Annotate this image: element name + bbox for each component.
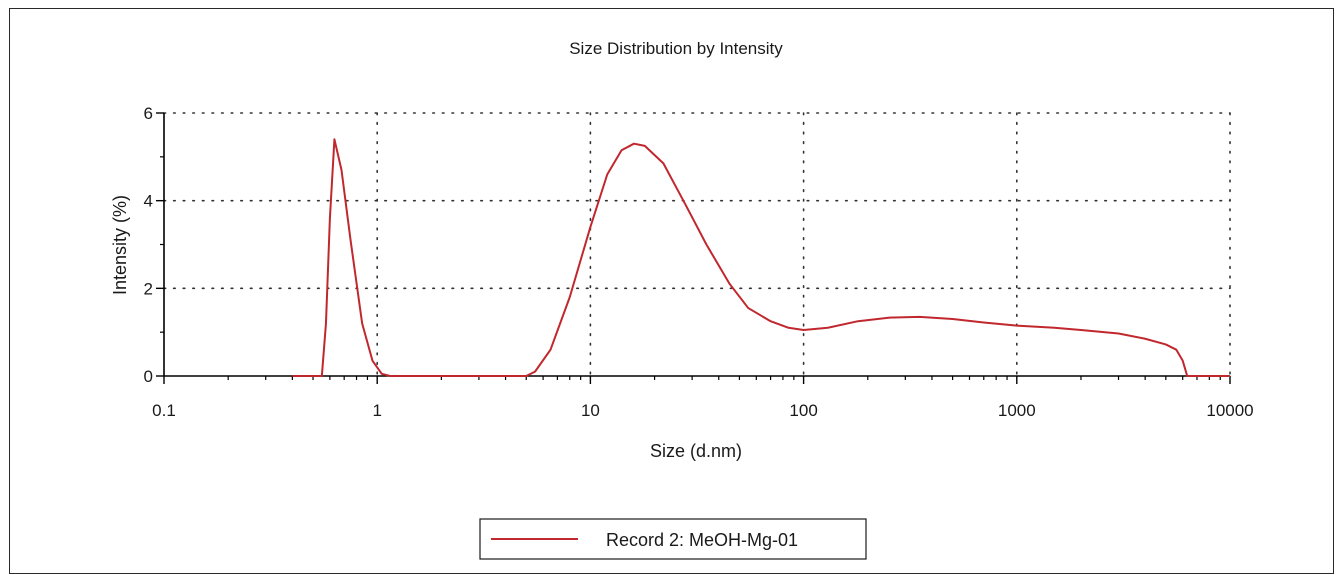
x-tick-label: 0.1 — [152, 401, 176, 420]
y-tick-label: 4 — [144, 192, 153, 211]
ticks-layer: 0.1 1 10 100 1000 10000 0 2 4 6 — [144, 104, 1254, 420]
x-tick-label: 1000 — [998, 401, 1036, 420]
axes-layer — [163, 113, 1230, 377]
x-tick-label: 1 — [372, 401, 381, 420]
series-line — [292, 138, 1230, 377]
chart-frame — [9, 8, 1334, 574]
y-tick-label: 2 — [144, 279, 153, 298]
legend-label: Record 2: MeOH-Mg-01 — [606, 530, 798, 550]
grid-layer — [163, 112, 1231, 377]
y-tick-label: 6 — [144, 104, 153, 123]
series-layer — [292, 138, 1230, 377]
y-tick-label: 0 — [144, 367, 153, 386]
chart-title: Size Distribution by Intensity — [569, 39, 783, 58]
x-tick-label: 100 — [789, 401, 817, 420]
x-tick-label: 10000 — [1206, 401, 1253, 420]
x-axis-label: Size (d.nm) — [650, 441, 742, 461]
y-axis-label: Intensity (%) — [110, 195, 130, 295]
legend: Record 2: MeOH-Mg-01 — [479, 518, 867, 560]
x-tick-label: 10 — [581, 401, 600, 420]
